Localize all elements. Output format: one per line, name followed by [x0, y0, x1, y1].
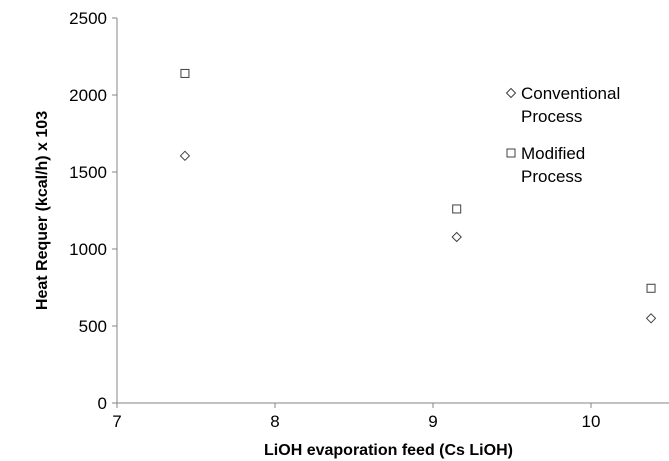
- y-tick-label: 2000: [69, 86, 107, 105]
- legend-label: Process: [521, 167, 582, 186]
- legend-marker: [506, 148, 516, 158]
- conventional-point: [451, 231, 462, 243]
- modified-point: [452, 204, 462, 214]
- legend-label: Modified: [521, 144, 585, 163]
- y-tick-label: 500: [79, 317, 107, 336]
- modified-point: [646, 283, 656, 293]
- legend-label: Process: [521, 107, 582, 126]
- y-tick-label: 2500: [69, 9, 107, 28]
- axes: [112, 17, 669, 408]
- x-tick-label: 9: [428, 412, 437, 431]
- legend-label: Conventional: [521, 84, 620, 103]
- x-tick-label: 7: [112, 412, 121, 431]
- x-tick-label: 10: [582, 412, 601, 431]
- data-points: [179, 68, 657, 324]
- tick-labels: 050010001500200025007891011: [69, 9, 601, 431]
- legend-marker: [505, 87, 517, 99]
- y-tick-label: 1000: [69, 240, 107, 259]
- legend: Conventional Process Modified Process: [505, 84, 620, 186]
- x-axis-title: LiOH evaporation feed (Cs LiOH): [264, 442, 513, 459]
- modified-point: [180, 68, 190, 78]
- conventional-point: [645, 313, 657, 324]
- conventional-point: [179, 150, 191, 162]
- y-tick-label: 1500: [69, 163, 107, 182]
- y-tick-label: 0: [98, 394, 107, 413]
- y-axis-title: Heat Requer (kcal/h) x 103: [34, 111, 51, 310]
- x-tick-label: 8: [270, 412, 279, 431]
